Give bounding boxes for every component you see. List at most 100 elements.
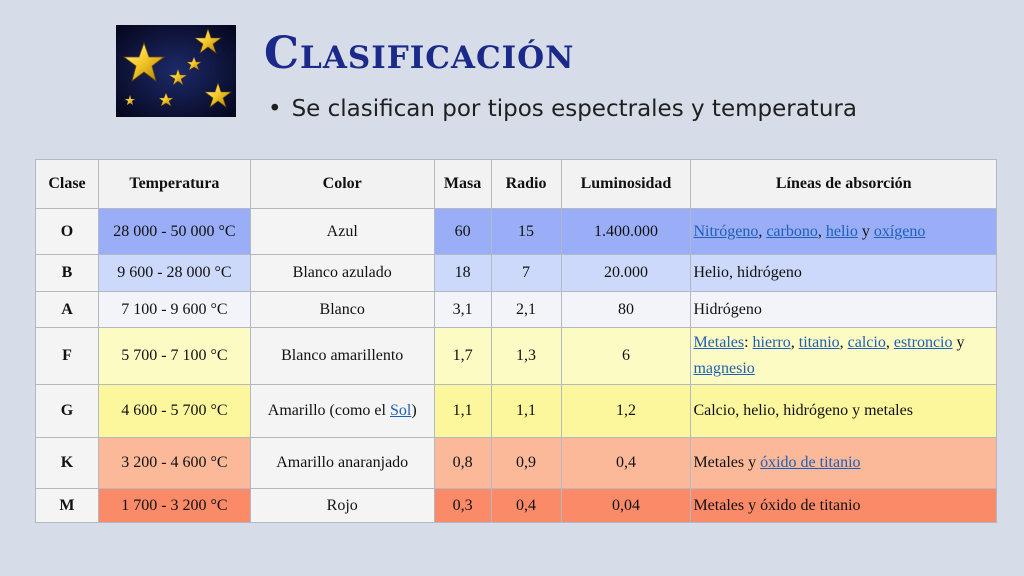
cell-lineas: Nitrógeno, carbono, helio y oxígeno (690, 208, 997, 255)
color-text: Blanco amarillento (281, 347, 404, 364)
lineas-text: y (952, 334, 965, 351)
cell-luminosidad: 0,4 (560, 437, 692, 489)
element-link[interactable]: Metales (693, 334, 745, 351)
lineas-text: , (758, 222, 767, 240)
bullet-icon: • (268, 96, 282, 122)
cell-masa: 18 (433, 254, 492, 292)
cell-temperatura: 1 700 - 3 200 °C (97, 488, 251, 523)
cell-clase: A (35, 291, 99, 328)
cell-lineas: Metales y óxido de titanio (690, 488, 997, 523)
cell-masa: 0,3 (433, 488, 492, 523)
element-link[interactable]: helio (825, 222, 858, 240)
cell-clase: O (35, 208, 99, 255)
cell-color: Blanco (249, 291, 435, 328)
star-icon (116, 25, 236, 117)
color-text: Amarillo anaranjado (276, 454, 409, 471)
cell-radio: 0,9 (490, 437, 562, 489)
header-color: Color (249, 159, 435, 209)
cell-luminosidad: 1,2 (560, 384, 692, 438)
color-text: Blanco azulado (292, 264, 392, 281)
color-text: Blanco (319, 300, 365, 318)
cell-color: Rojo (249, 488, 435, 523)
cell-color: Blanco amarillento (249, 327, 435, 385)
cell-luminosidad: 6 (560, 327, 692, 385)
page-title: Clasificación (264, 28, 575, 79)
cell-temperatura: 5 700 - 7 100 °C (97, 327, 251, 385)
color-text: Amarillo (como el (267, 402, 390, 419)
header-luminosidad: Luminosidad (560, 159, 692, 209)
element-link[interactable]: titanio (798, 334, 840, 351)
lineas-text: Helio, hidrógeno (693, 264, 802, 281)
lineas-text: Calcio, helio, hidrógeno y metales (693, 402, 913, 419)
cell-lineas: Hidrógeno (690, 291, 997, 328)
header-masa: Masa (433, 159, 492, 209)
cell-luminosidad: 20.000 (560, 254, 692, 292)
color-suffix: ) (411, 402, 417, 419)
cell-lineas: Metales: hierro, titanio, calcio, estron… (690, 327, 997, 385)
element-link[interactable]: carbono (766, 222, 818, 240)
cell-clase: M (35, 488, 99, 523)
bullet-text: • Se clasifican por tipos espectrales y t… (268, 94, 857, 124)
table-header-row: Clase Temperatura Color Masa Radio Lumin… (35, 159, 997, 209)
gold-stars-image (116, 25, 236, 117)
lineas-text: Metales y (693, 454, 761, 471)
cell-temperatura: 9 600 - 28 000 °C (97, 254, 251, 292)
cell-radio: 1,1 (490, 384, 562, 438)
cell-temperatura: 4 600 - 5 700 °C (97, 384, 251, 438)
cell-masa: 0,8 (433, 437, 492, 489)
header-temperatura: Temperatura (97, 159, 251, 209)
lineas-text: , (817, 222, 826, 240)
cell-lineas: Helio, hidrógeno (690, 254, 997, 292)
header-radio: Radio (490, 159, 562, 209)
element-link[interactable]: calcio (847, 334, 886, 351)
lineas-text: , (885, 334, 894, 351)
cell-clase: G (35, 384, 99, 438)
cell-color: Amarillo anaranjado (249, 437, 435, 489)
cell-temperatura: 28 000 - 50 000 °C (97, 208, 251, 255)
color-link[interactable]: Sol (389, 402, 412, 419)
cell-color: Blanco azulado (249, 254, 435, 292)
cell-temperatura: 3 200 - 4 600 °C (97, 437, 251, 489)
cell-radio: 2,1 (490, 291, 562, 328)
lineas-text: : (744, 334, 753, 351)
table-row: O 28 000 - 50 000 °C Azul 60 15 1.400.000 Nitr… (35, 208, 997, 255)
cell-clase: F (35, 327, 99, 385)
element-link[interactable]: estroncio (893, 334, 953, 351)
element-link[interactable]: hierro (752, 334, 791, 351)
cell-clase: K (35, 437, 99, 489)
cell-radio: 15 (490, 208, 562, 255)
lineas-text: Metales y óxido de titanio (693, 496, 861, 514)
header-lineas: Líneas de absorción (690, 159, 997, 209)
cell-masa: 1,7 (433, 327, 492, 385)
cell-radio: 0,4 (490, 488, 562, 523)
cell-color: Amarillo (como el Sol) (249, 384, 435, 438)
element-link[interactable]: oxígeno (873, 222, 926, 240)
cell-radio: 7 (490, 254, 562, 292)
color-text: Rojo (326, 496, 358, 514)
lineas-text: y (857, 222, 874, 240)
cell-luminosidad: 1.400.000 (560, 208, 692, 255)
cell-luminosidad: 80 (560, 291, 692, 328)
element-link[interactable]: magnesio (693, 360, 755, 377)
lineas-text: , (839, 334, 848, 351)
lineas-text: , (790, 334, 799, 351)
lineas-text: Hidrógeno (693, 300, 762, 318)
cell-color: Azul (249, 208, 435, 255)
cell-masa: 1,1 (433, 384, 492, 438)
cell-temperatura: 7 100 - 9 600 °C (97, 291, 251, 328)
cell-lineas: Metales y óxido de titanio (690, 437, 997, 489)
element-link[interactable]: óxido de titanio (760, 454, 861, 471)
cell-radio: 1,3 (490, 327, 562, 385)
cell-lineas: Calcio, helio, hidrógeno y metales (690, 384, 997, 438)
bullet-label: Se clasifican por tipos espectrales y te… (291, 96, 857, 122)
color-text: Azul (326, 222, 358, 240)
spectral-classification-table: Clase Temperatura Color Masa Radio Lumin… (35, 159, 997, 523)
cell-luminosidad: 0,04 (560, 488, 692, 523)
element-link[interactable]: Nitrógeno (693, 222, 759, 240)
